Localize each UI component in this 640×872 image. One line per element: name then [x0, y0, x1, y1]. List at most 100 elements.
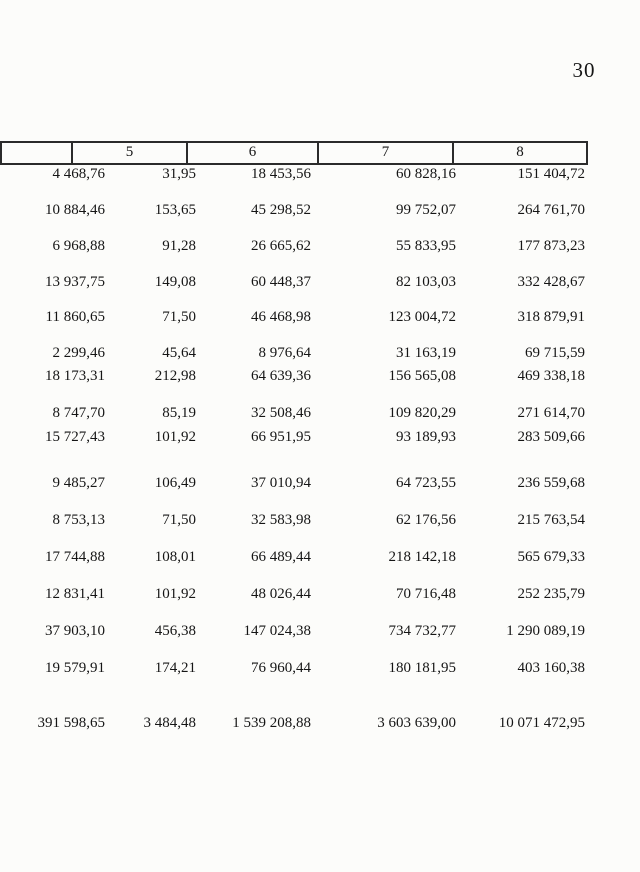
- table-cell: 8 753,13: [52, 512, 106, 528]
- table-cell: 45 298,52: [251, 202, 311, 218]
- table-row: 18 173,31 212,98 64 639,36 156 565,08 469 33…: [0, 367, 588, 385]
- table-cell: 101,92: [154, 586, 196, 602]
- table-cell: 180 181,95: [388, 660, 457, 676]
- table-cell: 403 160,38: [517, 660, 586, 676]
- table-cell: 18 453,56: [251, 166, 311, 182]
- header-grid-line: [186, 143, 188, 163]
- table-cell: 31 163,19: [396, 345, 456, 361]
- table-row: 6 968,88 91,28 26 665,62 55 833,95 177 873,2…: [0, 237, 588, 255]
- header-grid-line: [317, 143, 319, 163]
- table-cell: 91,28: [162, 238, 196, 254]
- table-row: 11 860,65 71,50 46 468,98 123 004,72 318 879…: [0, 308, 588, 326]
- table-cell: 252 235,79: [517, 586, 586, 602]
- table-header-row: 5 6 7 8: [0, 141, 588, 165]
- table-row: 8 753,13 71,50 32 583,98 62 176,56 215 763,5…: [0, 511, 588, 529]
- table-cell: 9 485,27: [52, 475, 106, 491]
- page-number: 30: [572, 58, 596, 82]
- table-cell: 108,01: [154, 549, 196, 565]
- table-cell: 106,49: [154, 475, 196, 491]
- total-row: 391 598,65 3 484,48 1 539 208,88 3 603 639,…: [0, 714, 588, 732]
- table-cell: 71,50: [162, 512, 196, 528]
- table-row: 9 485,27 106,49 37 010,94 64 723,55 236 559,…: [0, 474, 588, 492]
- table-cell: 55 833,95: [396, 238, 456, 254]
- table-cell: 26 665,62: [251, 238, 311, 254]
- table-cell: 218 142,18: [388, 549, 457, 565]
- total-cell: 3 484,48: [143, 715, 197, 731]
- table-cell: 2 299,46: [52, 345, 106, 361]
- table-cell: 99 752,07: [396, 202, 456, 218]
- table-cell: 93 189,93: [396, 429, 456, 445]
- table-row: 17 744,88 108,01 66 489,44 218 142,18 565 67…: [0, 548, 588, 566]
- table-cell: 101,92: [154, 429, 196, 445]
- table-cell: 212,98: [154, 368, 196, 384]
- total-cell: 3 603 639,00: [377, 715, 456, 731]
- table-cell: 32 583,98: [251, 512, 311, 528]
- table-row: 13 937,75 149,08 60 448,37 82 103,03 332 428…: [0, 273, 588, 291]
- table-cell: 70 716,48: [396, 586, 456, 602]
- table-cell: 11 860,65: [45, 309, 105, 325]
- table-cell: 66 951,95: [251, 429, 311, 445]
- table-cell: 149,08: [154, 274, 196, 290]
- table-cell: 17 744,88: [45, 549, 105, 565]
- table-cell: 4 468,76: [52, 166, 106, 182]
- table-cell: 565 679,33: [517, 549, 586, 565]
- table-cell: 85,19: [162, 405, 196, 421]
- table-cell: 271 614,70: [517, 405, 586, 421]
- table-row: 10 884,46 153,65 45 298,52 99 752,07 264 761…: [0, 201, 588, 219]
- table-row: 37 903,10 456,38 147 024,38 734 732,77 1 290…: [0, 622, 588, 640]
- table-row: 15 727,43 101,92 66 951,95 93 189,93 283 509…: [0, 428, 588, 446]
- total-cell: 391 598,65: [37, 715, 106, 731]
- table-row: 12 831,41 101,92 48 026,44 70 716,48 252 235…: [0, 585, 588, 603]
- table-row: 19 579,91 174,21 76 960,44 180 181,95 403 16…: [0, 659, 588, 677]
- table-cell: 76 960,44: [251, 660, 311, 676]
- table-cell: 236 559,68: [517, 475, 586, 491]
- table-cell: 64 723,55: [396, 475, 456, 491]
- header-grid-line: [452, 143, 454, 163]
- table-cell: 66 489,44: [251, 549, 311, 565]
- header-cell: 7: [381, 144, 390, 160]
- table-cell: 60 828,16: [396, 166, 456, 182]
- table-cell: 734 732,77: [388, 623, 457, 639]
- table-cell: 37 903,10: [45, 623, 105, 639]
- table-cell: 174,21: [154, 660, 196, 676]
- table-cell: 48 026,44: [251, 586, 311, 602]
- table-cell: 318 879,91: [517, 309, 586, 325]
- table-cell: 215 763,54: [517, 512, 586, 528]
- table-cell: 18 173,31: [45, 368, 105, 384]
- table-cell: 469 338,18: [517, 368, 586, 384]
- table-cell: 456,38: [154, 623, 196, 639]
- table-cell: 123 004,72: [388, 309, 457, 325]
- table-cell: 264 761,70: [517, 202, 586, 218]
- table-cell: 6 968,88: [52, 238, 106, 254]
- total-cell: 1 539 208,88: [232, 715, 311, 731]
- table-cell: 147 024,38: [243, 623, 312, 639]
- table-cell: 19 579,91: [45, 660, 105, 676]
- table-cell: 64 639,36: [251, 368, 311, 384]
- header-grid-line: [0, 143, 2, 163]
- table-cell: 151 404,72: [517, 166, 586, 182]
- table-cell: 283 509,66: [517, 429, 586, 445]
- table-row: 4 468,76 31,95 18 453,56 60 828,16 151 404,7…: [0, 165, 588, 183]
- table-cell: 12 831,41: [45, 586, 105, 602]
- table-cell: 31,95: [162, 166, 196, 182]
- table-cell: 13 937,75: [45, 274, 105, 290]
- table-cell: 71,50: [162, 309, 196, 325]
- header-cell: 5: [125, 144, 134, 160]
- table-cell: 69 715,59: [525, 345, 585, 361]
- table-cell: 32 508,46: [251, 405, 311, 421]
- table-row: 8 747,70 85,19 32 508,46 109 820,29 271 614,…: [0, 404, 588, 422]
- table-cell: 60 448,37: [251, 274, 311, 290]
- total-cell: 10 071 472,95: [498, 715, 585, 731]
- table-cell: 153,65: [154, 202, 196, 218]
- header-cell: 8: [516, 144, 524, 160]
- header-cell: 6: [248, 144, 257, 160]
- table-cell: 332 428,67: [517, 274, 586, 290]
- table-cell: 177 873,23: [517, 238, 586, 254]
- table-cell: 10 884,46: [45, 202, 105, 218]
- table-cell: 15 727,43: [45, 429, 105, 445]
- table-cell: 109 820,29: [388, 405, 457, 421]
- table-cell: 1 290 089,19: [506, 623, 585, 639]
- table-cell: 82 103,03: [396, 274, 456, 290]
- header-grid-line: [71, 143, 73, 163]
